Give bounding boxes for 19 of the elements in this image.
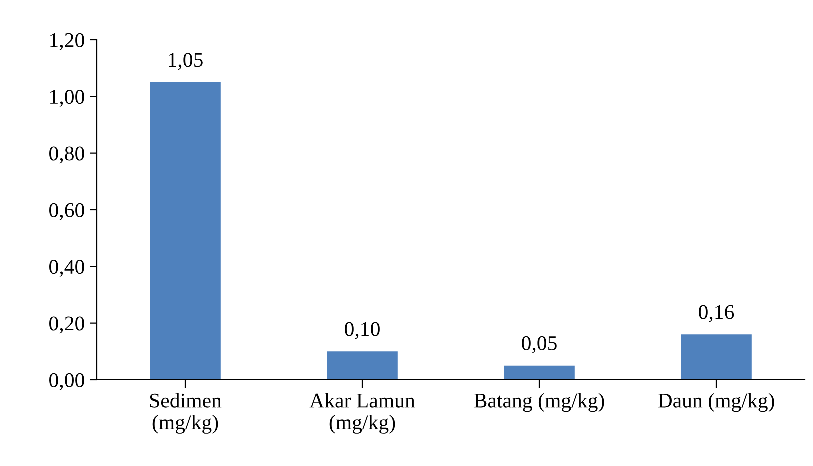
y-tick-label: 0,40 [50,260,84,278]
y-tick-label: 0,00 [50,373,84,390]
data-label: 0,10 [345,322,380,340]
bar [681,334,752,380]
data-label: 0,05 [522,336,557,354]
y-tick-label: 0,80 [50,146,84,164]
bar [327,352,398,380]
data-label: 1,05 [169,53,203,70]
x-tick-label: Sedimen (mg/kg) [150,393,222,434]
y-tick-label: 1,00 [50,90,84,108]
data-label: 0,16 [699,305,734,322]
y-tick-label: 1,20 [50,33,84,50]
x-tick-label: Batang (mg/kg) [474,393,604,412]
y-tick-label: 0,20 [50,316,84,334]
y-tick-label: 0,60 [50,203,84,220]
x-tick-label: Daun (mg/kg) [658,393,774,412]
bar [504,366,575,380]
bar [150,82,221,380]
x-tick-label: Akar Lamun (mg/kg) [310,393,416,434]
